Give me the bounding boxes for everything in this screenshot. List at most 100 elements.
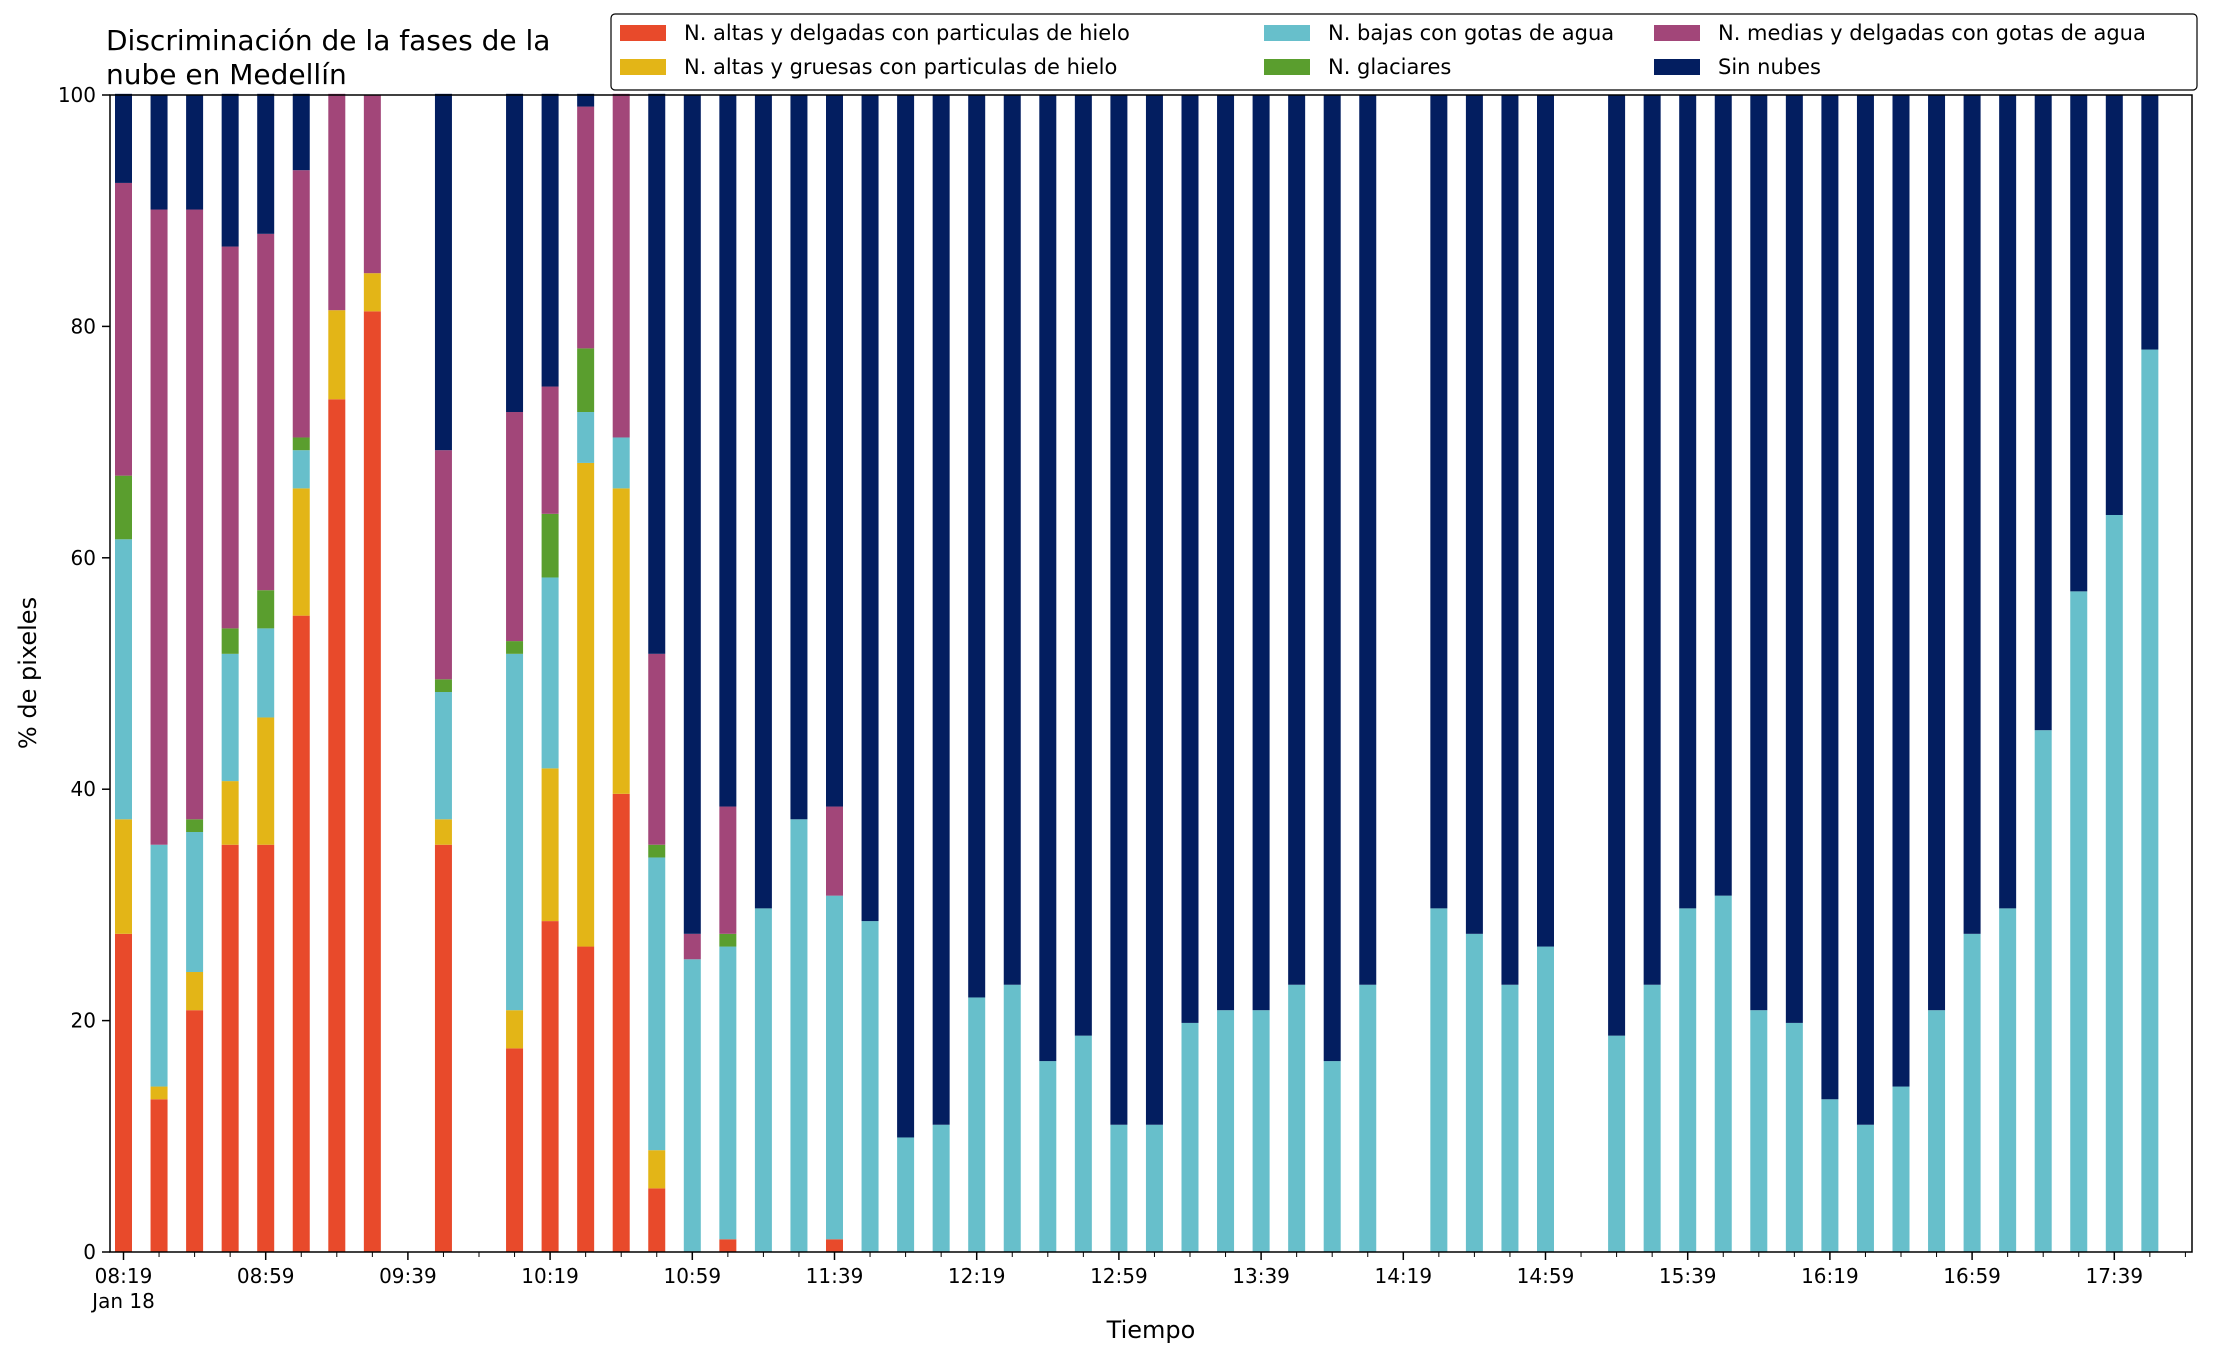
y-tick-label: 100	[58, 83, 96, 107]
bar-segment-0919-s4	[328, 93, 346, 311]
legend-swatch	[620, 25, 666, 41]
chart-title: Discriminación de la fases de la nube en…	[106, 24, 559, 91]
x-tick-date-label: Jan 18	[90, 1289, 155, 1313]
bar-segment-1329-s2	[1217, 1010, 1235, 1252]
bar-segment-1719-s5	[2034, 95, 2052, 731]
bar-segment-1629-s2	[1856, 1124, 1874, 1252]
bar-segment-1319-s5	[1181, 95, 1199, 1023]
bar-segment-1009-s5	[506, 93, 524, 413]
bar-segment-1559-s2	[1750, 1010, 1768, 1252]
legend-label: N. altas y delgadas con particulas de hi…	[684, 21, 1130, 45]
bar-segment-1109-s5	[719, 95, 737, 807]
bar-segment-1729-s5	[2070, 95, 2088, 592]
bar-segment-1529-s5	[1643, 95, 1661, 985]
bar-segment-1339-s2	[1252, 1010, 1270, 1252]
bar-segment-0929-s4	[363, 95, 381, 274]
bar-segment-1049-s5	[648, 93, 666, 654]
bar-segment-0859-s3	[257, 590, 275, 629]
x-tick-label: 10:59	[663, 1264, 721, 1288]
bar-segment-0839-s3	[186, 819, 204, 833]
chart-title-line-2: nube en Medellín	[106, 58, 347, 91]
y-axis-label: % de pixeles	[14, 597, 42, 749]
bar-segment-1209-s5	[932, 95, 950, 1125]
bar-segment-1259-s5	[1110, 95, 1128, 1125]
legend-label: N. medias y delgadas con gotas de agua	[1718, 21, 2146, 45]
bar-segment-1619-s5	[1821, 95, 1839, 1100]
bar-segment-1619-s2	[1821, 1099, 1839, 1252]
x-axis-label: Tiempo	[1106, 1316, 1196, 1344]
bar-segment-1639-s5	[1892, 95, 1910, 1087]
bar-segment-1149-s2	[861, 921, 879, 1252]
bars-group	[115, 93, 2159, 1252]
bar-segment-1049-s3	[648, 844, 666, 858]
bar-segment-1519-s5	[1608, 95, 1626, 1036]
bar-segment-0849-s1	[221, 781, 239, 845]
y-tick-label: 20	[71, 1009, 96, 1033]
bar-segment-1009-s1	[506, 1010, 524, 1049]
bar-segment-1129-s2	[790, 819, 808, 1252]
bar-segment-1029-s2	[577, 412, 595, 463]
x-tick-label: 16:59	[1943, 1264, 2001, 1288]
bar-segment-1049-s1	[648, 1150, 666, 1189]
bar-segment-0859-s1	[257, 717, 275, 845]
bar-segment-1309-s2	[1145, 1124, 1163, 1252]
bar-segment-1139-s0	[826, 1239, 843, 1252]
x-tick-label: 14:19	[1374, 1264, 1432, 1288]
bar-segment-1609-s2	[1785, 1022, 1803, 1252]
legend-swatch	[1654, 25, 1700, 41]
bar-segment-1109-s4	[719, 806, 737, 934]
bar-segment-0949-s3	[434, 679, 452, 693]
bar-segment-0819-s2	[115, 539, 132, 820]
bar-segment-1719-s2	[2034, 730, 2052, 1252]
plot-frame	[109, 94, 2193, 1253]
bar-segment-0849-s2	[221, 653, 239, 782]
bar-segment-1059-s4	[683, 933, 701, 960]
bar-segment-1139-s4	[826, 806, 843, 896]
bar-segment-0909-s3	[292, 437, 310, 451]
bar-segment-1319-s2	[1181, 1022, 1199, 1252]
bar-segment-1109-s0	[719, 1239, 737, 1252]
bar-segment-1229-s2	[1003, 984, 1021, 1252]
legend: N. altas y delgadas con particulas de hi…	[610, 13, 2198, 91]
bar-segment-1039-s2	[612, 437, 630, 489]
bar-segment-1309-s5	[1145, 95, 1163, 1125]
bar-segment-0819-s4	[115, 182, 132, 476]
bar-segment-1559-s5	[1750, 95, 1768, 1011]
bar-segment-0909-s1	[292, 488, 310, 616]
bar-segment-1059-s5	[683, 95, 701, 934]
bar-segment-1029-s3	[577, 348, 595, 413]
bar-segment-1709-s5	[1999, 95, 2017, 909]
x-tick-label: 09:39	[379, 1264, 437, 1288]
bar-segment-0839-s2	[186, 832, 204, 973]
bar-segment-1539-s5	[1679, 95, 1697, 909]
bar-segment-1639-s2	[1892, 1086, 1910, 1252]
x-tick-label: 11:39	[806, 1264, 864, 1288]
bar-segment-0849-s3	[221, 628, 239, 654]
y-tick-label: 80	[71, 314, 96, 338]
bar-segment-0929-s1	[363, 273, 381, 312]
x-tick-label: 10:19	[521, 1264, 579, 1288]
x-axis: 08:19 08:59 09:39 10:19 10:59 11:39 12:19 12:59…	[90, 1252, 2186, 1313]
bar-segment-0849-s5	[221, 93, 239, 247]
bar-segment-1009-s0	[506, 1048, 524, 1252]
x-tick-label: 16:19	[1801, 1264, 1859, 1288]
bar-segment-1139-s2	[826, 895, 843, 1240]
bar-segment-1449-s5	[1501, 95, 1519, 985]
bar-segment-1259-s2	[1110, 1124, 1128, 1252]
bar-segment-1349-s2	[1288, 984, 1306, 1252]
bar-segment-1659-s2	[1963, 933, 1981, 1252]
bar-segment-1749-s5	[2141, 95, 2159, 350]
bar-segment-1659-s5	[1963, 95, 1981, 934]
bar-segment-1029-s5	[577, 93, 595, 107]
bar-segment-1029-s4	[577, 106, 595, 349]
y-tick-label: 60	[71, 546, 96, 570]
bar-segment-1549-s2	[1714, 895, 1732, 1252]
legend-swatch	[1264, 59, 1310, 75]
bar-segment-1059-s2	[683, 959, 701, 1252]
bar-segment-1019-s2	[541, 577, 559, 769]
bar-segment-1009-s2	[506, 653, 524, 1011]
bar-segment-0859-s4	[257, 233, 275, 591]
bar-segment-1329-s5	[1217, 95, 1235, 1011]
chart-title-line-1: Discriminación de la fases de la	[106, 24, 550, 57]
